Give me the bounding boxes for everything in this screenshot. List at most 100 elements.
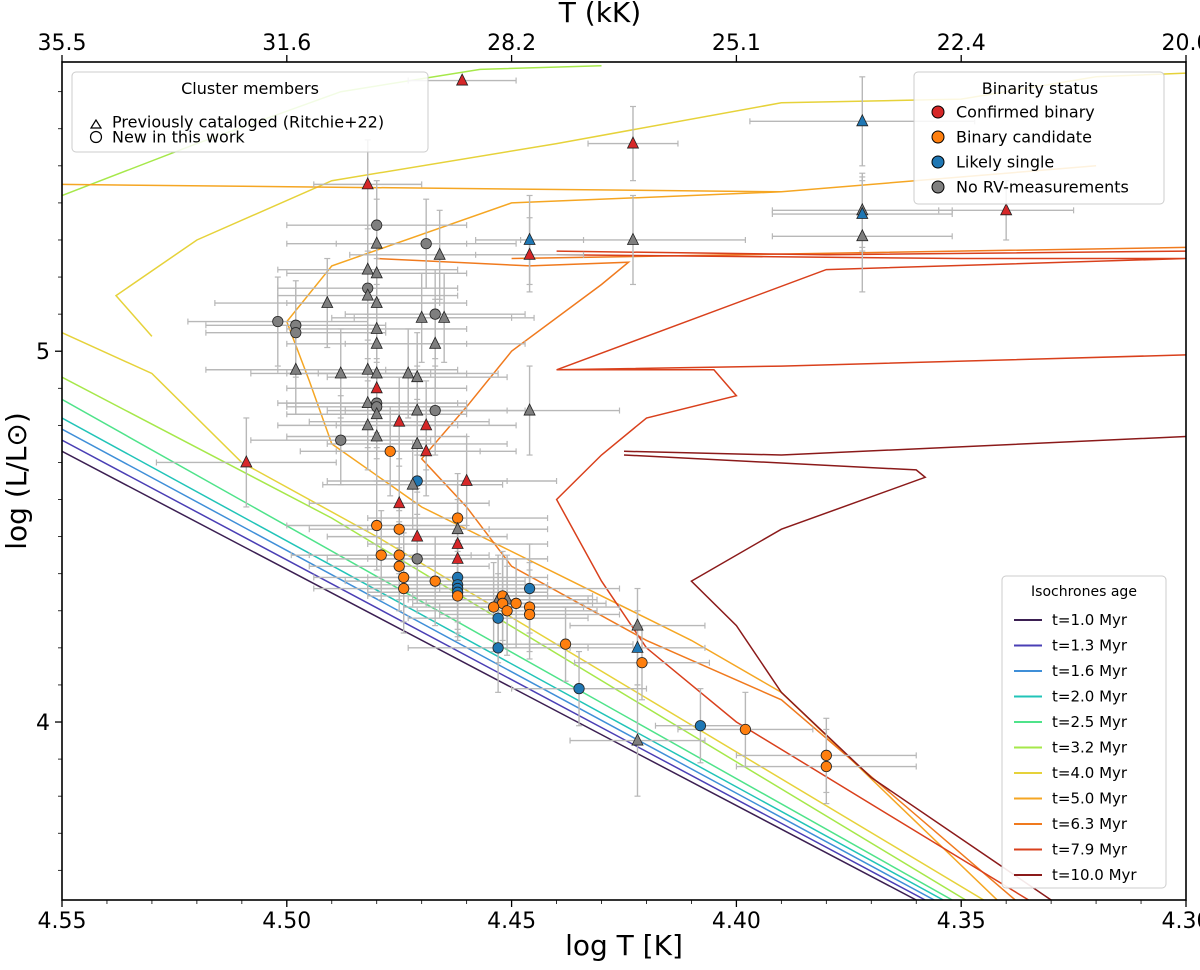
isochrone-line	[62, 450, 917, 900]
star-triangle-marker	[451, 521, 464, 535]
star-triangle-marker	[361, 362, 374, 375]
star-triangle-marker	[370, 336, 383, 349]
top-tick-label: 31.6	[262, 31, 311, 56]
plot-frame	[61, 61, 1187, 901]
star-circle-marker	[393, 523, 405, 535]
star-triangle-marker	[361, 417, 374, 431]
star-triangle-marker	[856, 113, 869, 127]
star-triangle-marker	[370, 429, 383, 442]
legend-entry: t=10.0 Myr	[1052, 866, 1137, 884]
star-circle-marker	[636, 657, 648, 669]
star-circle-marker	[384, 445, 396, 457]
star-circle-marker	[290, 327, 302, 339]
star-triangle-marker	[361, 395, 374, 409]
legend-title: Binarity status	[982, 79, 1098, 98]
y-tick-label: 5	[36, 340, 50, 365]
legend-entry: t=3.2 Myr	[1052, 739, 1128, 757]
isochrone-line	[556, 354, 1186, 371]
star-triangle-marker	[460, 473, 473, 486]
y-tick-label: 4	[36, 711, 50, 736]
star-triangle-marker	[856, 206, 869, 219]
isochrone-line	[376, 257, 1016, 900]
legend-entry: No RV-measurements	[956, 178, 1129, 197]
star-circle-marker	[510, 597, 522, 609]
star-triangle-marker	[856, 228, 869, 242]
axis-ticks: 4.55 4.50 4.45 4.40 4.35 4.30 35.5 31.6 28.2 25.1…	[36, 31, 1200, 934]
isochrone-line	[62, 332, 985, 900]
star-triangle-marker	[321, 295, 334, 308]
star-circle-marker	[739, 723, 751, 736]
legend-title: Isochrones age	[1031, 584, 1137, 600]
top-tick-label: 22.4	[937, 31, 986, 56]
star-triangle-marker	[420, 443, 433, 457]
top-tick-label: 35.5	[38, 31, 87, 56]
star-triangle-marker	[455, 73, 469, 86]
star-circle-marker	[452, 590, 464, 602]
x-tick-label: 4.55	[38, 909, 87, 934]
legend-entry: Likely single	[956, 153, 1054, 172]
legend-entry: t=2.0 Myr	[1052, 688, 1128, 706]
star-triangle-marker	[406, 477, 419, 490]
star-triangle-marker	[523, 232, 536, 245]
star-triangle-marker	[420, 417, 433, 431]
legend-binarity: Binarity status Confirmed binary Binary …	[913, 71, 1165, 205]
star-triangle-marker	[370, 265, 383, 279]
star-circle-marker	[523, 582, 536, 595]
star-triangle-marker	[370, 406, 383, 420]
star-triangle-marker	[393, 495, 406, 509]
star-circle-marker	[393, 549, 405, 561]
star-circle-marker	[398, 571, 410, 584]
star-circle-marker	[420, 238, 432, 250]
isochrone-line	[62, 376, 967, 900]
star-circle-marker	[272, 315, 284, 328]
isochrone-line	[556, 250, 1186, 256]
legend-entry: t=1.3 Myr	[1052, 637, 1128, 655]
star-circle-marker	[335, 434, 347, 446]
isochrone-line	[511, 246, 1186, 260]
star-triangle-marker	[433, 247, 446, 260]
star-triangle-marker	[411, 369, 424, 383]
star-circle-marker	[411, 553, 423, 565]
star-triangle-marker	[361, 176, 374, 190]
red-dot-icon	[931, 105, 945, 119]
star-triangle-marker	[334, 366, 347, 379]
star-circle-marker	[694, 720, 707, 732]
star-circle-marker	[820, 760, 832, 773]
isochrone-line	[623, 454, 1052, 900]
legend-isochrones: Isochrones age t=1.0 Myr t=1.3 Myr t=1.6 M…	[1001, 575, 1167, 889]
star-circle-marker	[429, 404, 441, 417]
star-triangle-marker	[631, 640, 644, 653]
star-circle-marker	[429, 308, 441, 320]
orange-dot-icon	[931, 130, 945, 144]
legend-entry: t=4.0 Myr	[1052, 764, 1128, 782]
circle-marker-icon	[89, 130, 103, 144]
legend-entry: t=7.9 Myr	[1052, 841, 1128, 859]
star-circle-marker	[393, 560, 405, 572]
legend-entry: Previously cataloged (Ritchie+22)	[112, 113, 384, 132]
isochrone-line	[62, 439, 926, 900]
legend-cluster-members: Cluster members Previously cataloged (Ri…	[71, 71, 429, 153]
x-axis-title: log T [K]	[565, 929, 683, 962]
star-triangle-marker	[631, 733, 644, 746]
legend-box	[71, 71, 429, 153]
star-circle-marker	[820, 749, 832, 761]
star-triangle-marker	[402, 366, 415, 379]
star-circle-marker	[492, 642, 504, 654]
star-triangle-marker	[393, 414, 406, 427]
star-triangle-marker	[370, 236, 383, 249]
star-triangle-marker	[411, 529, 424, 542]
isochrone-line	[62, 417, 944, 900]
star-triangle-marker	[523, 403, 536, 416]
star-triangle-marker	[370, 380, 383, 394]
legend-box	[913, 71, 1165, 205]
data-markers	[240, 73, 1013, 773]
star-triangle-marker	[415, 310, 428, 323]
star-triangle-marker	[429, 336, 442, 349]
star-circle-marker	[375, 549, 387, 561]
star-circle-marker	[492, 612, 504, 624]
isochrone-line	[555, 254, 1186, 900]
x-tick-label: 4.30	[1162, 909, 1200, 934]
blue-dot-icon	[931, 155, 945, 169]
x-tick-label: 4.50	[262, 909, 311, 934]
star-triangle-marker	[626, 232, 640, 245]
